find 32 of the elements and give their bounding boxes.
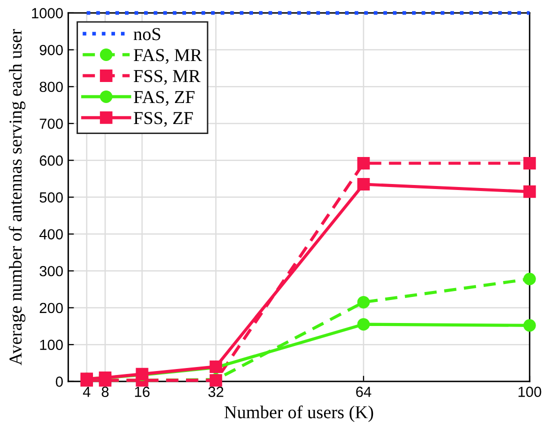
x-tick-label: 64: [356, 386, 372, 398]
point: [523, 185, 536, 198]
x-axis-title: Number of users (K): [224, 405, 374, 422]
y-tick-label: 0: [56, 376, 63, 387]
point: [523, 272, 536, 286]
point: [523, 319, 536, 332]
y-tick-label: 300: [40, 266, 63, 276]
point: [357, 178, 370, 191]
point: [357, 318, 370, 331]
legend-label: FAS, MR: [134, 49, 202, 64]
legend-label: noS: [134, 28, 160, 40]
x-tick-label: 16: [135, 386, 150, 398]
point: [357, 296, 370, 308]
x-tick-label: 100: [518, 386, 542, 398]
y-tick-label: 1000: [32, 8, 63, 18]
x-tick-label: 4: [82, 386, 90, 397]
y-tick-label: 100: [40, 340, 63, 350]
point: [523, 157, 536, 170]
y-tick-label: 600: [40, 155, 63, 166]
legend-label: FSS, MR: [134, 70, 200, 85]
legend-label: FAS, ZF: [134, 91, 194, 106]
y-tick-label: 500: [40, 192, 63, 203]
y-tick-label: 900: [40, 44, 63, 56]
y-tick-label: 800: [40, 82, 63, 92]
y-tick-label: 700: [40, 118, 63, 129]
x-tick-label: 8: [102, 386, 109, 398]
y-axis-title: Average number of antennas serving each user: [8, 29, 26, 366]
y-tick-label: 200: [40, 302, 63, 314]
point: [357, 157, 370, 170]
legend-label: FSS, ZF: [134, 112, 193, 127]
x-tick-label: 32: [208, 386, 224, 398]
y-tick-label: 400: [39, 229, 63, 240]
